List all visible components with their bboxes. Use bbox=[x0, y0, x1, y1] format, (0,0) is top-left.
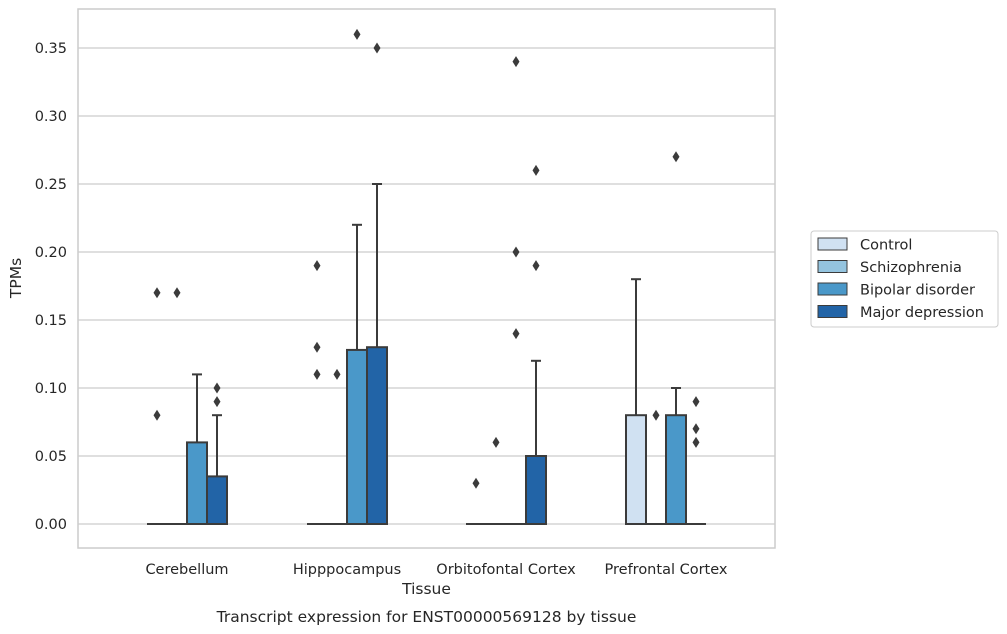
outlier-point bbox=[153, 409, 161, 421]
x-axis-title: Tissue bbox=[401, 580, 451, 598]
outliers bbox=[153, 28, 700, 489]
outlier-point bbox=[313, 368, 321, 380]
box-bipolar-disorder bbox=[186, 373, 208, 525]
legend-label: Schizophrenia bbox=[860, 260, 962, 276]
box-control bbox=[625, 278, 647, 526]
legend-frame bbox=[810, 230, 999, 328]
box-rect bbox=[206, 475, 228, 525]
box-major-depression bbox=[525, 359, 547, 525]
legend-swatch bbox=[817, 305, 848, 318]
y-tick-label: 0.35 bbox=[35, 41, 67, 57]
x-tick-label: Orbitofontal Cortex bbox=[436, 562, 576, 578]
box-major-depression bbox=[366, 183, 388, 526]
legend-swatch bbox=[817, 237, 848, 251]
box-rect bbox=[186, 441, 208, 525]
outlier-point bbox=[213, 382, 221, 394]
box-rect bbox=[346, 348, 368, 526]
outlier-point bbox=[333, 368, 341, 380]
chart-caption: Transcript expression for ENST0000056912… bbox=[216, 608, 637, 626]
y-tick-label: 0.10 bbox=[35, 381, 67, 397]
x-tick-label: Hipppocampus bbox=[293, 562, 401, 578]
legend-swatch bbox=[817, 260, 848, 273]
outlier-point bbox=[512, 56, 520, 68]
outlier-point bbox=[512, 246, 520, 258]
plot-area-frame bbox=[77, 8, 776, 549]
y-axis-ticks: 0.00 0.05 0.10 0.15 0.20 0.25 0.30 0.35 bbox=[35, 41, 67, 533]
box-major-depression bbox=[206, 414, 228, 525]
outlier-point bbox=[213, 396, 221, 408]
box-bipolar-disorder bbox=[665, 387, 687, 526]
box-rect bbox=[625, 414, 647, 526]
box-rect bbox=[525, 455, 547, 525]
outlier-point bbox=[692, 436, 700, 448]
legend: Control Schizophrenia Bipolar disorder Majo… bbox=[810, 230, 999, 328]
y-tick-label: 0.00 bbox=[35, 517, 67, 533]
outlier-point bbox=[173, 287, 181, 299]
y-tick-label: 0.25 bbox=[35, 177, 67, 193]
outlier-point bbox=[153, 287, 161, 299]
x-tick-label: Prefrontal Cortex bbox=[605, 562, 728, 578]
legend-label: Bipolar disorder bbox=[860, 283, 975, 299]
legend-label: Major depression bbox=[860, 305, 984, 321]
y-axis-title: TPMs bbox=[7, 258, 25, 299]
box-rect bbox=[366, 346, 388, 526]
outlier-point bbox=[692, 396, 700, 408]
outlier-point bbox=[512, 328, 520, 340]
x-tick-label: Cerebellum bbox=[145, 562, 228, 578]
outlier-point bbox=[532, 260, 540, 272]
box-rect bbox=[665, 414, 687, 526]
y-tick-label: 0.05 bbox=[35, 449, 67, 465]
outlier-point bbox=[652, 409, 660, 421]
legend-label: Control bbox=[860, 238, 912, 254]
outlier-point bbox=[532, 164, 540, 176]
y-tick-label: 0.20 bbox=[35, 245, 67, 261]
boxes bbox=[147, 183, 706, 526]
y-tick-label: 0.30 bbox=[35, 109, 67, 125]
outlier-point bbox=[472, 477, 480, 489]
x-axis-ticks: Cerebellum Hipppocampus Orbitofontal Corte… bbox=[145, 562, 727, 578]
outlier-point bbox=[353, 28, 361, 40]
outlier-point bbox=[692, 423, 700, 435]
outlier-point bbox=[373, 42, 381, 54]
outlier-point bbox=[313, 260, 321, 272]
y-tick-label: 0.15 bbox=[35, 313, 67, 329]
outlier-point bbox=[313, 341, 321, 353]
outlier-point bbox=[672, 151, 680, 163]
outlier-point bbox=[492, 436, 500, 448]
box-bipolar-disorder bbox=[346, 223, 368, 526]
legend-swatch bbox=[817, 282, 848, 296]
